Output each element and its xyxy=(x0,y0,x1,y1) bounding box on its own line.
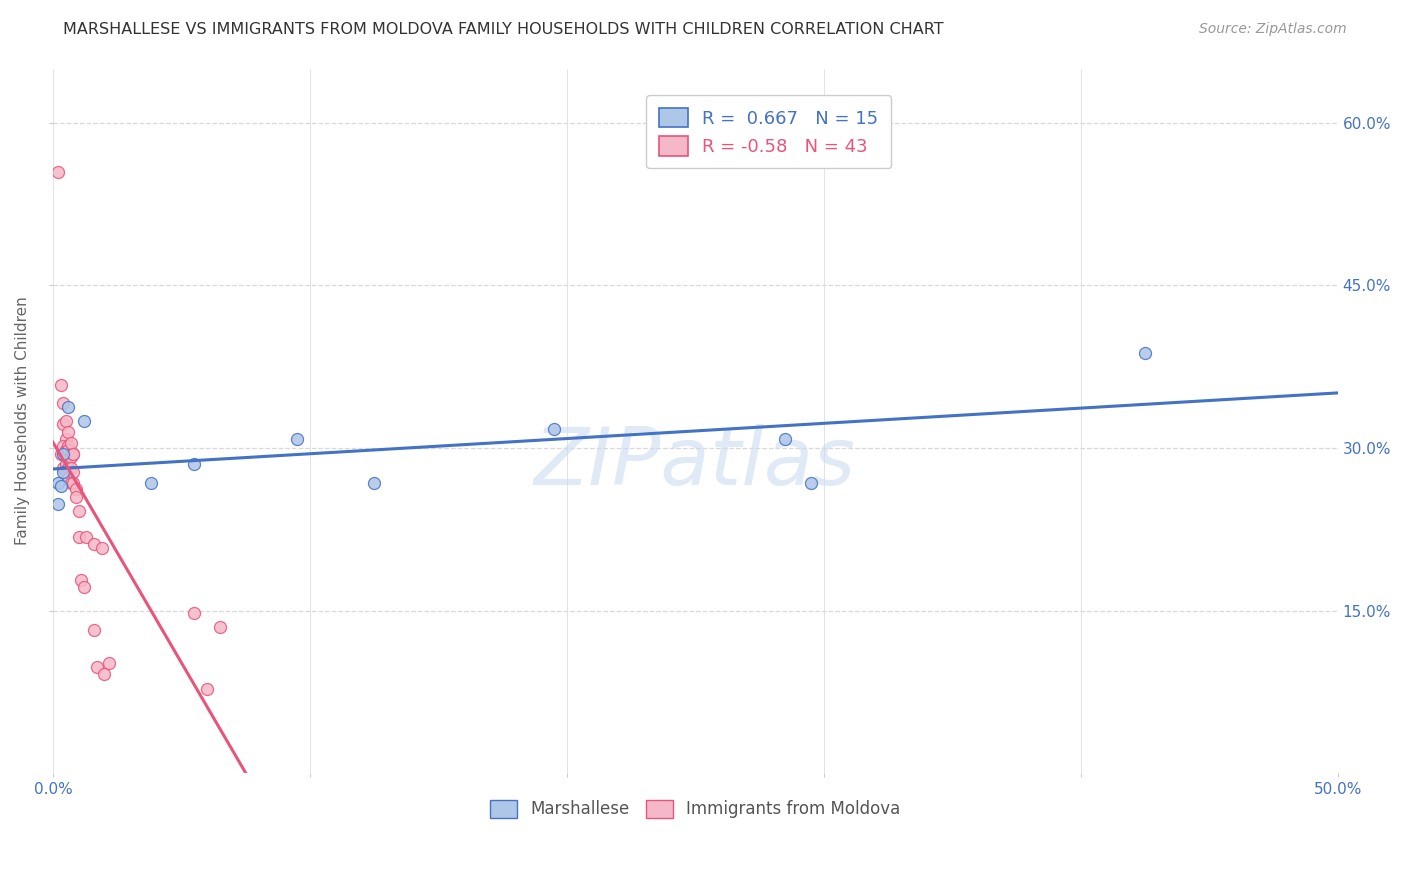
Point xyxy=(139,475,162,490)
Point xyxy=(363,475,385,490)
Point xyxy=(67,504,90,518)
Point xyxy=(285,433,308,447)
Point xyxy=(195,681,218,696)
Point xyxy=(46,498,69,512)
Point xyxy=(90,541,112,555)
Point xyxy=(59,450,82,464)
Point xyxy=(52,460,75,475)
Point xyxy=(55,465,77,479)
Point xyxy=(55,443,77,458)
Point xyxy=(93,666,115,681)
Point xyxy=(83,536,105,550)
Point xyxy=(55,433,77,447)
Point xyxy=(58,400,80,414)
Point xyxy=(75,530,97,544)
Point xyxy=(58,425,80,439)
Point xyxy=(62,465,84,479)
Point xyxy=(52,417,75,432)
Point xyxy=(62,446,84,460)
Point xyxy=(773,433,796,447)
Point xyxy=(543,421,565,435)
Point xyxy=(58,460,80,475)
Point xyxy=(800,475,823,490)
Point xyxy=(58,443,80,458)
Point xyxy=(46,164,69,178)
Point xyxy=(55,450,77,464)
Legend: Marshallese, Immigrants from Moldova: Marshallese, Immigrants from Moldova xyxy=(484,793,907,825)
Point xyxy=(183,606,205,620)
Point xyxy=(59,446,82,460)
Point xyxy=(52,446,75,460)
Text: Source: ZipAtlas.com: Source: ZipAtlas.com xyxy=(1199,22,1347,37)
Text: ZIPatlas: ZIPatlas xyxy=(534,425,856,502)
Point xyxy=(52,439,75,453)
Point xyxy=(49,378,72,392)
Point xyxy=(62,475,84,490)
Point xyxy=(58,471,80,485)
Point xyxy=(52,465,75,479)
Point xyxy=(67,530,90,544)
Point xyxy=(55,414,77,428)
Point xyxy=(73,580,96,594)
Point xyxy=(49,479,72,493)
Point xyxy=(52,395,75,409)
Text: MARSHALLESE VS IMMIGRANTS FROM MOLDOVA FAMILY HOUSEHOLDS WITH CHILDREN CORRELATI: MARSHALLESE VS IMMIGRANTS FROM MOLDOVA F… xyxy=(63,22,943,37)
Point xyxy=(208,620,231,634)
Point xyxy=(59,435,82,450)
Point xyxy=(73,414,96,428)
Point xyxy=(55,458,77,472)
Point xyxy=(65,483,87,497)
Point xyxy=(58,439,80,453)
Point xyxy=(183,458,205,472)
Point xyxy=(98,656,121,670)
Point xyxy=(65,490,87,504)
Point xyxy=(70,574,93,588)
Point xyxy=(83,624,105,638)
Point xyxy=(59,460,82,475)
Y-axis label: Family Households with Children: Family Households with Children xyxy=(15,297,30,545)
Point xyxy=(49,446,72,460)
Point xyxy=(59,475,82,490)
Point xyxy=(1133,345,1156,359)
Point xyxy=(62,446,84,460)
Point xyxy=(46,475,69,490)
Point xyxy=(86,660,108,674)
